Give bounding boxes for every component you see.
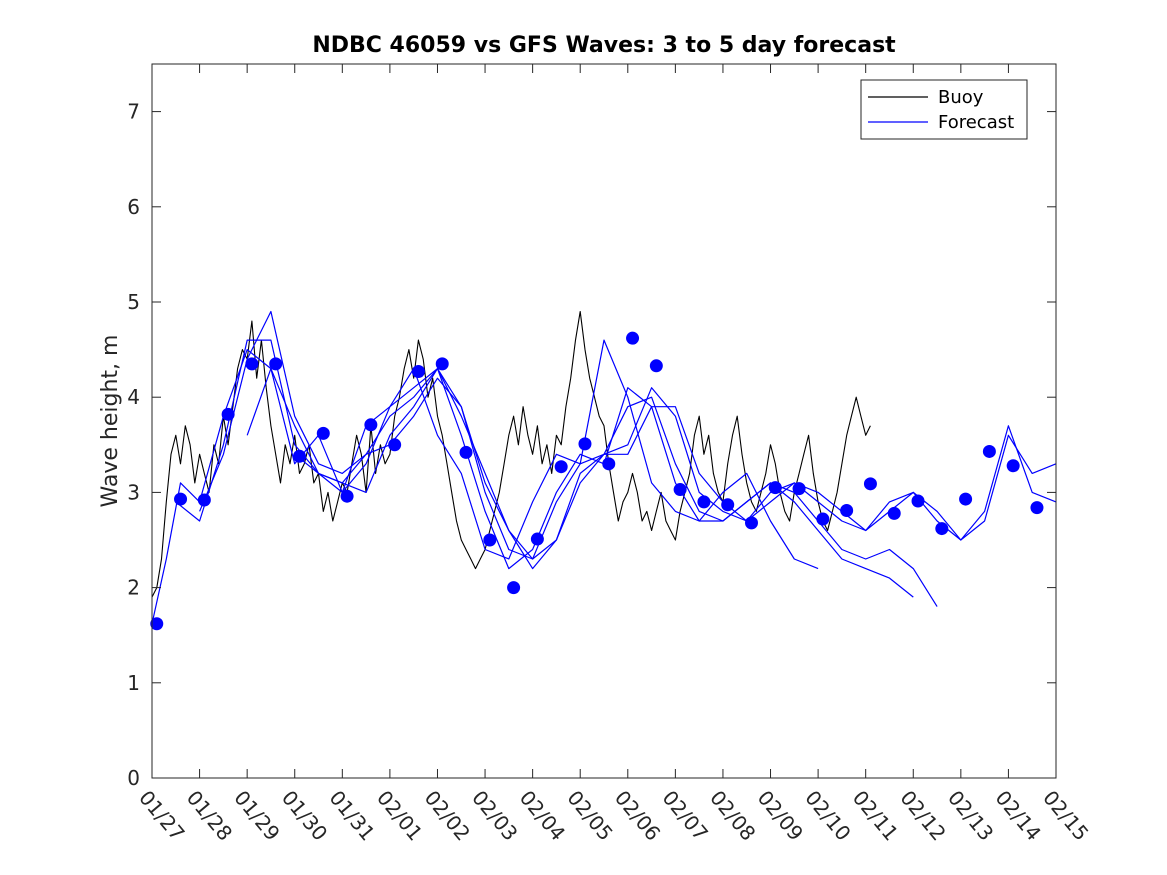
forecast-marker (792, 482, 806, 496)
forecast-marker (626, 331, 640, 345)
forecast-marker (411, 364, 425, 378)
forecast-run-line (294, 368, 1057, 560)
legend: Buoy Forecast (860, 79, 1028, 140)
legend-box (860, 79, 1028, 140)
forecast-marker (911, 494, 925, 508)
forecast-marker (174, 492, 188, 506)
forecast-run-line (175, 339, 914, 598)
y-tick-label: 2 (127, 576, 140, 600)
forecast-marker (197, 493, 211, 507)
legend-forecast-label: Forecast (938, 112, 1014, 133)
forecast-marker (364, 418, 378, 432)
forecast-marker (887, 506, 901, 520)
chart-title: NDBC 46059 vs GFS Waves: 3 to 5 day fore… (312, 33, 896, 58)
forecast-marker (935, 522, 949, 536)
y-tick-label: 0 (127, 766, 140, 790)
y-tick-label: 1 (127, 671, 140, 695)
forecast-marker (554, 460, 568, 474)
forecast-layer (151, 310, 1057, 624)
y-axis: 0 1 2 3 4 5 6 7 (127, 100, 1056, 790)
forecast-marker (1006, 459, 1020, 473)
y-tick-label: 6 (127, 195, 140, 219)
axes-box (151, 63, 1057, 779)
forecast-marker (863, 477, 877, 491)
forecast-marker (530, 532, 544, 546)
axes-background (152, 64, 1056, 778)
forecast-marker (744, 516, 758, 530)
legend-buoy-label: Buoy (938, 87, 984, 108)
forecast-marker (245, 357, 259, 371)
forecast-marker (982, 444, 996, 458)
forecast-marker (292, 449, 306, 463)
forecast-marker (721, 498, 735, 512)
forecast-marker (459, 445, 473, 459)
forecast-marker (768, 481, 782, 495)
forecast-marker (435, 357, 449, 371)
forecast-marker (150, 617, 164, 631)
forecast-marker (578, 437, 592, 451)
forecast-run-line (199, 310, 938, 607)
forecast-marker (649, 359, 663, 373)
forecast-marker (388, 438, 402, 452)
forecast-marker (483, 533, 497, 547)
forecast-marker (340, 489, 354, 503)
y-tick-label: 5 (127, 290, 140, 314)
forecast-marker (673, 483, 687, 497)
forecast-marker (697, 495, 711, 509)
forecast-marker (959, 492, 973, 506)
y-tick-label: 4 (127, 385, 140, 409)
marker-layer (150, 331, 1044, 631)
forecast-marker (816, 512, 830, 526)
plot-area (152, 64, 1056, 778)
forecast-marker (1030, 501, 1044, 515)
forecast-marker (316, 426, 330, 440)
forecast-run-line (151, 339, 819, 624)
y-tick-label: 7 (127, 100, 140, 124)
forecast-marker (840, 503, 854, 517)
forecast-marker (221, 407, 235, 421)
forecast-marker (507, 581, 521, 595)
y-axis-label: Wave height, m (98, 335, 123, 508)
forecast-marker (269, 357, 283, 371)
y-tick-label: 3 (127, 480, 140, 504)
forecast-marker (602, 457, 616, 471)
